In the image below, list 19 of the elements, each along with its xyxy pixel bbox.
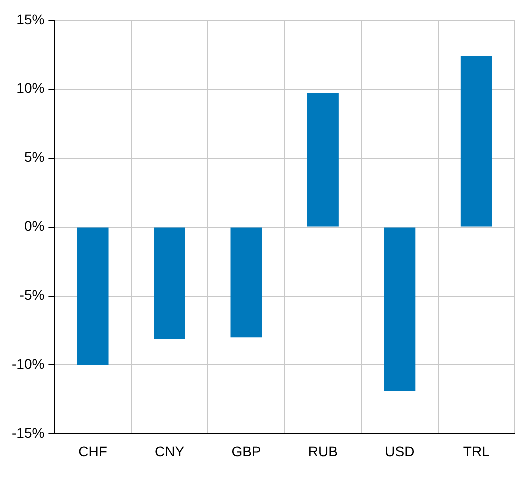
bar	[460, 56, 492, 227]
x-tick-label: RUB	[308, 443, 338, 460]
y-tick-label: 0%	[24, 218, 45, 234]
bar	[384, 228, 416, 392]
x-tick-label: USD	[385, 443, 415, 460]
bar	[307, 94, 339, 227]
x-tick-label: CHF	[78, 443, 108, 460]
y-tick-label: 10%	[16, 80, 45, 96]
bar	[77, 228, 109, 366]
x-tick-label: CNY	[154, 443, 186, 460]
x-tick-label: TRL	[463, 443, 490, 460]
y-tick-label: -5%	[20, 287, 45, 304]
bar	[230, 228, 262, 338]
y-tick-label: 15%	[16, 11, 45, 28]
bar	[154, 228, 186, 340]
y-tick-label: -10%	[12, 356, 45, 372]
y-tick-label: 5%	[24, 149, 45, 166]
x-tick-label: GBP	[232, 443, 262, 460]
y-tick-label: -15%	[12, 425, 45, 442]
